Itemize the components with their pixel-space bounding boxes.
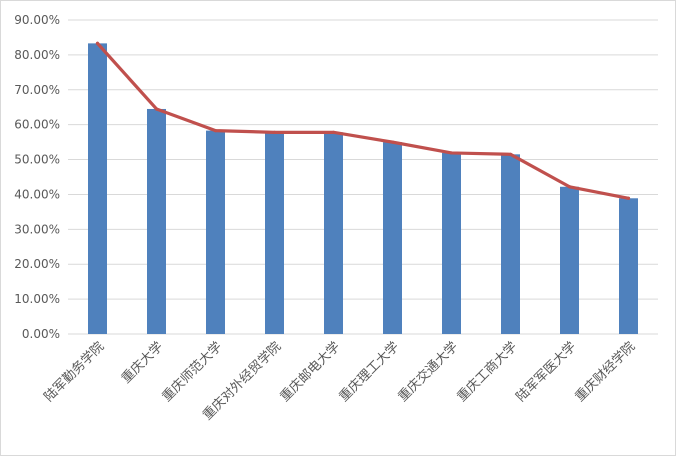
x-category-label: 重庆理工大学 (336, 339, 402, 405)
bar-series (88, 43, 638, 335)
line-point (95, 41, 100, 45)
line-point (449, 151, 454, 155)
y-tick-label: 80.00% (14, 48, 60, 62)
x-category-label: 重庆大学 (118, 339, 166, 387)
x-category-label: 重庆师范大学 (159, 339, 225, 405)
gridlines (68, 19, 658, 335)
bar (324, 132, 343, 334)
y-tick-label: 70.00% (14, 83, 60, 97)
y-tick-label: 50.00% (14, 153, 60, 167)
line-series (95, 41, 631, 200)
y-tick-label: 30.00% (14, 222, 60, 236)
line-point (567, 185, 572, 189)
x-category-label: 重庆邮电大学 (277, 339, 343, 405)
bar (147, 108, 166, 334)
bar (560, 186, 579, 334)
y-tick-label: 60.00% (14, 118, 60, 132)
x-category-label: 陆军军医大学 (513, 339, 579, 405)
bar (88, 43, 107, 335)
line-point (213, 128, 218, 133)
y-tick-label: 10.00% (14, 292, 60, 306)
line-point (272, 130, 277, 134)
y-axis-ticks: 0.00% 10.00% 20.00% 30.00% 40.00% 50.00% 60.00… (14, 13, 60, 341)
y-tick-label: 90.00% (14, 13, 60, 27)
y-tick-label: 0.00% (22, 327, 60, 341)
line-point (154, 107, 159, 111)
x-axis-labels: 陆军勤务学院 重庆大学重庆师范大学重庆对外经贸学院重庆邮电大学重庆理工大学重庆交通… (41, 339, 638, 424)
x-category-label: 重庆工商大学 (454, 339, 520, 405)
series-line (95, 41, 631, 200)
line-point (390, 140, 395, 144)
line-point (626, 196, 631, 200)
x-category-label: 重庆交通大学 (395, 339, 461, 405)
bar (265, 132, 284, 334)
y-tick-label: 20.00% (14, 257, 60, 271)
x-category-label: 重庆财经学院 (572, 339, 638, 405)
bar (619, 198, 638, 334)
x-category-label: 陆军勤务学院 (41, 339, 107, 405)
bar (501, 154, 520, 334)
bar (383, 142, 402, 334)
line-point (508, 152, 513, 156)
bar (442, 152, 461, 334)
line-point (331, 130, 336, 134)
y-tick-label: 40.00% (14, 187, 60, 201)
bar (206, 130, 225, 334)
